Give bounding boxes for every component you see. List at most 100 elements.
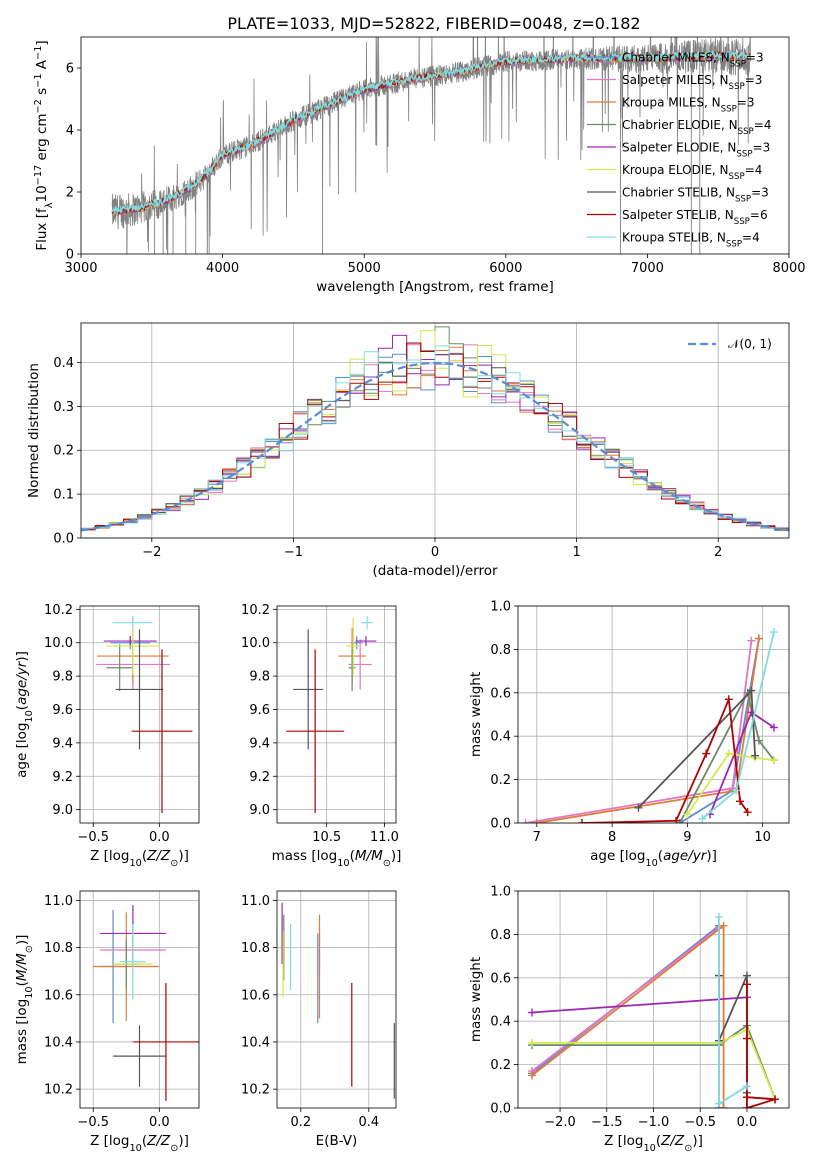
y-tick-label: 0.0 — [490, 1102, 511, 1117]
weight-point-marker — [770, 1095, 779, 1104]
x-tick-label: 10 — [754, 830, 771, 845]
weight-point-marker — [742, 1034, 751, 1043]
weight_vs_Z-grid — [518, 890, 789, 1109]
figure-title: PLATE=1033, MJD=52822, FIBERID=0048, z=0… — [227, 14, 640, 33]
weight-point-marker — [528, 1008, 537, 1017]
x-tick-label: 5000 — [348, 261, 381, 276]
weight-series-line — [531, 927, 720, 1072]
y-tick-label: 10.2 — [44, 1083, 73, 1098]
weight_vs_age-frame — [517, 605, 790, 824]
x-tick-label: −1.0 — [638, 1115, 670, 1130]
weight-point-marker — [742, 971, 751, 980]
mass_vs_ebv-plot-area — [281, 902, 395, 1099]
weight-point-marker — [683, 810, 692, 819]
weight-point-marker — [724, 749, 733, 758]
weight_vs_Z-y-label: mass weight — [468, 957, 484, 1042]
y-tick-label: 9.8 — [52, 670, 73, 685]
age_vs_Z-frame — [79, 605, 200, 824]
y-tick-label: 0.2 — [53, 444, 74, 459]
spectrum-frame — [80, 36, 790, 255]
weight-point-marker — [528, 1038, 537, 1047]
age_vs_mass-plot-area — [286, 616, 377, 813]
weight-point-marker — [742, 980, 751, 989]
x-tick-label: 0.2 — [290, 1115, 311, 1130]
spectrum-plot-area — [111, 37, 752, 254]
legend-entry: Chabrier STELIB, NSSP=3 — [622, 186, 769, 205]
spectrum-x-label: wavelength [Angstrom, rest frame] — [316, 279, 554, 295]
x-tick-label: 0.4 — [358, 1115, 379, 1130]
y-tick-label: 9.2 — [249, 770, 270, 785]
mass_vs_ebv-x-label: E(B-V) — [316, 1133, 358, 1149]
age_vs_Z-y-label: age [log10(age/yr)] — [14, 651, 35, 778]
y-tick-label: 0.6 — [490, 971, 511, 986]
weight-point-marker — [702, 749, 711, 758]
x-tick-label: 2 — [714, 545, 722, 560]
y-tick-label: 10.8 — [44, 941, 73, 956]
y-tick-label: 9.2 — [52, 770, 73, 785]
weight_vs_Z-panel: −2.0 −1.5 −1.0 −0.5 0.0 0.0 0.2 0.4 0.6 0.8 1.0 Z [… — [468, 885, 790, 1154]
weight-series-line — [746, 984, 776, 1108]
weight-point-marker — [532, 819, 541, 823]
y-tick-label: 9.6 — [249, 703, 270, 718]
weight-point-marker — [714, 913, 723, 922]
y-tick-label: 0.0 — [490, 817, 511, 832]
y-tick-label: 10.6 — [44, 988, 73, 1003]
x-tick-label: 0 — [431, 545, 439, 560]
weight-point-marker — [751, 751, 760, 760]
y-tick-label: 6 — [66, 62, 74, 77]
age_vs_mass-frame — [276, 605, 397, 824]
x-tick-label: −0.5 — [77, 830, 109, 845]
weight-point-marker — [769, 628, 778, 637]
x-tick-label: −2.0 — [544, 1115, 576, 1130]
mass_vs_ebv-frame — [276, 890, 397, 1109]
mass_vs_ebv-panel: 0.2 0.4 10.2 10.4 10.6 10.8 11.0 E(B-V) — [241, 890, 397, 1149]
y-tick-label: 11.0 — [241, 894, 270, 909]
y-tick-label: 9.8 — [249, 670, 270, 685]
spectrum-panel: 3000 4000 5000 6000 7000 8000 0 2 4 6 Chabrier MIL… — [33, 36, 806, 295]
residuals-x-label: (data-model)/error — [372, 563, 498, 579]
y-tick-label: 10.0 — [241, 636, 270, 651]
x-tick-label: 11.0 — [370, 830, 399, 845]
weight-point-marker — [724, 695, 733, 704]
x-tick-label: 7000 — [631, 261, 664, 276]
x-tick-label: 7 — [533, 830, 541, 845]
weight-point-marker — [747, 686, 756, 695]
weight-point-marker — [577, 819, 586, 823]
normal-reference-curve — [81, 361, 789, 532]
x-tick-label: 0.0 — [149, 830, 170, 845]
weight-point-marker — [742, 1093, 751, 1102]
mass_vs_Z-panel: −0.5 0.0 10.2 10.4 10.6 10.8 11.0 Z [log10(Z/Z⊙… — [14, 890, 200, 1154]
y-tick-label: 9.0 — [52, 803, 73, 818]
y-tick-label: 4 — [66, 124, 74, 139]
weight-point-marker — [528, 1071, 537, 1080]
mass_vs_Z-x-label: Z [log10(Z/Z⊙)] — [90, 1133, 189, 1154]
age_vs_Z-panel: −0.5 0.0 9.0 9.2 9.4 9.6 9.8 10.0 10.2 Z [log10(Z… — [14, 603, 200, 869]
legend-entry: Chabrier ELODIE, NSSP=4 — [622, 118, 771, 137]
mass_vs_Z-plot-area — [93, 905, 199, 1101]
weight_vs_Z-plot-area — [528, 913, 779, 1108]
weight-point-marker — [769, 723, 778, 732]
y-tick-label: 0.1 — [53, 488, 74, 503]
weight-point-marker — [672, 816, 681, 823]
x-tick-label: 10.5 — [312, 830, 341, 845]
mass_vs_Z-frame — [79, 890, 200, 1109]
y-tick-label: 10.2 — [241, 603, 270, 618]
y-tick-label: 0.0 — [53, 532, 74, 547]
y-tick-label: 9.0 — [249, 803, 270, 818]
y-tick-label: 0.2 — [490, 1058, 511, 1073]
y-tick-label: 0.6 — [490, 686, 511, 701]
weight-point-marker — [743, 808, 752, 817]
y-tick-label: 0.8 — [490, 928, 511, 943]
weight-point-marker — [732, 786, 741, 795]
x-tick-label: 0.0 — [149, 1115, 170, 1130]
y-tick-label: 0.8 — [490, 643, 511, 658]
y-tick-label: 0.4 — [490, 730, 511, 745]
x-tick-label: −0.5 — [77, 1115, 109, 1130]
x-tick-label: 8 — [608, 830, 616, 845]
y-tick-label: 10.8 — [241, 941, 270, 956]
y-tick-label: 9.6 — [52, 703, 73, 718]
x-tick-label: −1 — [284, 545, 303, 560]
x-tick-label: 8000 — [772, 261, 805, 276]
y-tick-label: 1.0 — [490, 600, 511, 615]
